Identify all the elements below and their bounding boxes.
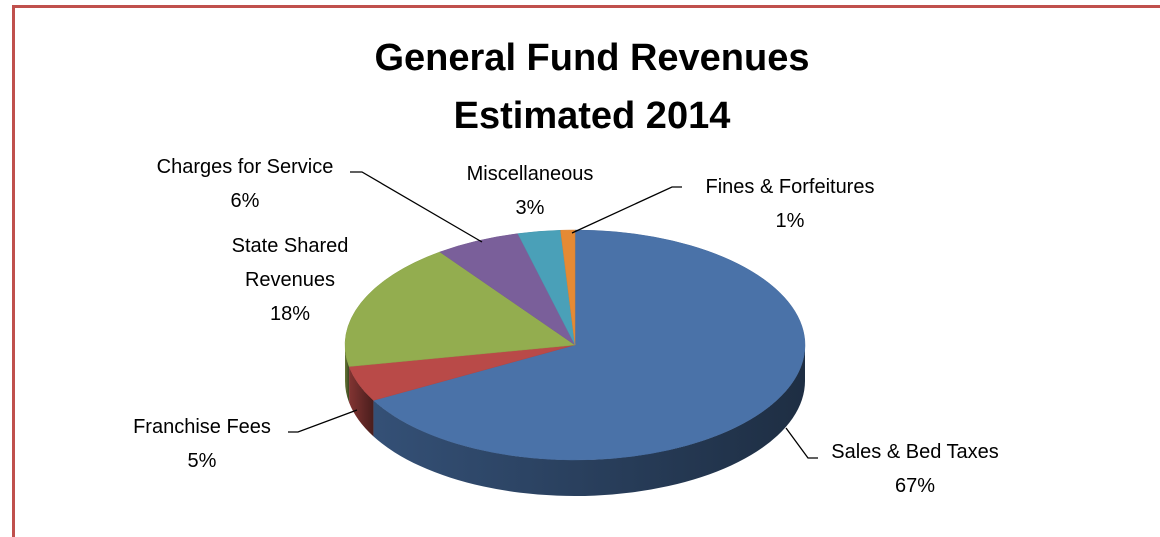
label-category: Fines & Forfeitures (705, 176, 875, 198)
label-category: State Shared Revenues (231, 235, 349, 291)
slice-side (349, 366, 374, 437)
slice (344, 251, 576, 367)
leader-line (571, 186, 682, 234)
label-category: Sales & Bed Taxes (831, 441, 999, 463)
slice-side (345, 345, 350, 403)
label-value: 3% (515, 197, 545, 219)
leader-line (350, 171, 483, 243)
pie (344, 229, 806, 496)
data-label: Franchise Fees 5% (133, 410, 271, 478)
chart-frame (12, 5, 1160, 537)
label-category: Charges for Service (156, 156, 334, 178)
chart-title: General Fund Revenues (374, 37, 809, 79)
slice (560, 229, 576, 346)
label-value: 67% (894, 475, 936, 497)
leader-lines (288, 171, 818, 459)
label-value: 1% (775, 210, 805, 232)
label-value: 6% (230, 190, 260, 212)
label-value: 5% (187, 450, 217, 472)
label-category: Miscellaneous (466, 163, 594, 185)
data-label: Miscellaneous 3% (467, 157, 594, 225)
leader-line (288, 409, 358, 433)
slice-side (373, 345, 805, 496)
data-label: Charges for Service 6% (157, 150, 334, 218)
label-category: Franchise Fees (133, 416, 271, 438)
data-label: State Shared Revenues 18% (225, 229, 355, 331)
chart-subtitle: Estimated 2014 (454, 95, 731, 137)
label-value: 18% (269, 303, 311, 325)
leader-line (785, 427, 818, 459)
data-label: Sales & Bed Taxes 67% (831, 435, 999, 503)
slice (372, 229, 806, 461)
data-label: Fines & Forfeitures 1% (706, 170, 875, 238)
